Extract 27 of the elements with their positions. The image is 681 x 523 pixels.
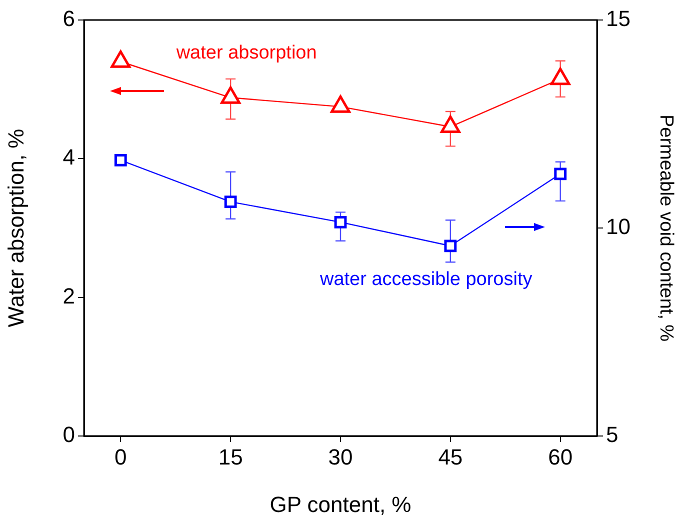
x-axis-title: GP content, % xyxy=(270,492,412,517)
point xyxy=(330,95,350,113)
point xyxy=(110,50,131,68)
y-axis-title: Water absorption, % xyxy=(3,128,28,328)
y-tick-label: 6 xyxy=(62,6,75,32)
series-label: water accessible porosity xyxy=(318,269,533,290)
y-tick-label: 2 xyxy=(62,283,75,308)
series-label: water absorption xyxy=(175,42,317,64)
point xyxy=(334,216,347,228)
x-tick-label: 15 xyxy=(218,444,243,470)
point xyxy=(114,154,127,166)
y-tick-label: 0 xyxy=(62,422,75,448)
point xyxy=(550,68,570,86)
point xyxy=(444,240,457,252)
y2-tick-label: 15 xyxy=(606,6,630,32)
x-tick-label: 30 xyxy=(328,444,353,470)
y2-tick-label: 10 xyxy=(606,214,630,240)
y-tick-label: 4 xyxy=(62,144,75,170)
point xyxy=(220,86,240,104)
x-tick-label: 0 xyxy=(114,444,127,470)
y2-axis-title: Permeable void content, % xyxy=(655,114,676,342)
point xyxy=(554,168,567,180)
point xyxy=(224,196,237,208)
y2-tick-label: 5 xyxy=(606,422,618,448)
x-tick-label: 60 xyxy=(548,444,573,470)
x-tick-label: 45 xyxy=(438,444,463,470)
point xyxy=(440,116,460,134)
